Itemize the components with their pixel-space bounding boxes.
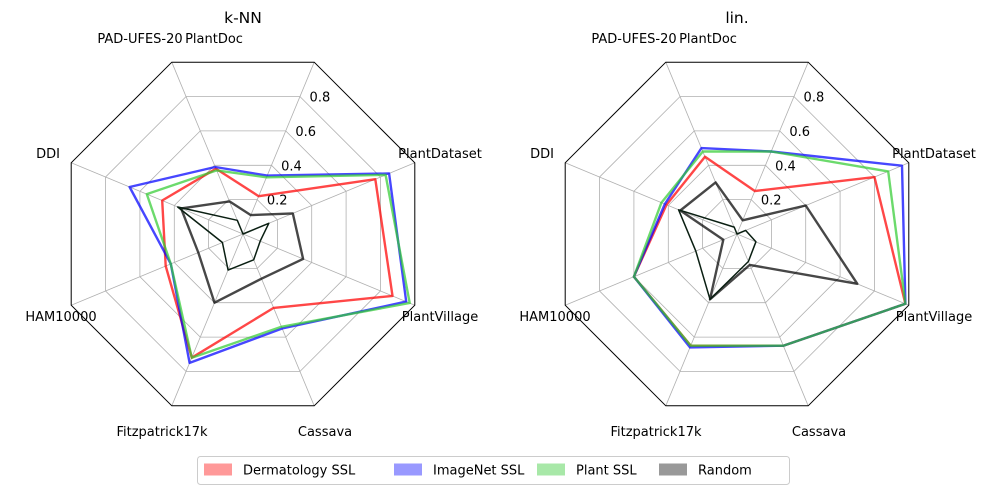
radial-gridline-7 <box>171 62 244 235</box>
category-label-ham10000: HAM10000 <box>519 310 590 325</box>
category-label-ham10000: HAM10000 <box>25 310 96 325</box>
category-label-plantdoc: PlantDoc <box>679 32 737 47</box>
category-label-plantdoc: PlantDoc <box>185 32 243 47</box>
radar-outer-frame <box>70 61 416 407</box>
radial-gridline-4 <box>171 233 244 406</box>
radial-grid-ring-0 <box>208 199 278 269</box>
category-label-plantdataset: PlantDataset <box>892 147 976 162</box>
radial-grid-ring-2 <box>633 130 841 338</box>
legend-swatch-plant-ssl <box>537 463 565 476</box>
legend-label-plant-ssl: Plant SSL <box>576 464 637 479</box>
radial-gridline-6 <box>565 162 738 235</box>
radial-gridline-1 <box>736 162 909 235</box>
series-line-trace-4 <box>677 209 757 301</box>
legend-frame <box>197 456 790 485</box>
radial-grid-ring-3 <box>599 96 875 372</box>
radial-tick-label: 0.2 <box>761 194 782 209</box>
radial-grid-ring-1 <box>667 164 807 304</box>
radial-tick-label: 0.8 <box>804 91 825 106</box>
series-line-plant-ssl <box>145 169 411 359</box>
category-label-ddi: DDI <box>36 147 60 162</box>
radial-tick-label: 0.4 <box>775 159 796 174</box>
radar-panel-lin: 0.2 0.4 0.6 0.8 PlantDoc PlantDataset PlantVil… <box>519 9 975 440</box>
series-line-trace-4 <box>176 206 270 271</box>
series-line-imagenet-ssl <box>128 165 408 365</box>
radial-gridline-5 <box>71 233 244 306</box>
series-line-plant-ssl <box>632 150 907 347</box>
radial-gridline-3 <box>242 233 315 406</box>
radial-gridline-0 <box>242 62 315 235</box>
radial-grid-ring-2 <box>139 130 347 338</box>
legend-label-random: Random <box>698 464 752 479</box>
category-label-pad-ufes-20: PAD-UFES-20 <box>97 32 182 47</box>
radial-tick-label: 0.6 <box>295 125 316 140</box>
radial-tick-label: 0.2 <box>267 194 288 209</box>
category-label-cassava: Cassava <box>298 425 352 440</box>
legend-swatch-dermatology-ssl <box>204 463 232 476</box>
radial-tick-label: 0.6 <box>789 125 810 140</box>
radial-gridline-4 <box>665 233 738 406</box>
radar-outer-frame <box>564 61 910 407</box>
series-line-random <box>179 200 305 304</box>
category-label-plantvillage: PlantVillage <box>402 310 478 325</box>
radial-gridline-5 <box>565 233 738 306</box>
radial-gridline-3 <box>736 233 809 406</box>
radar-panel-k-nn: 0.2 0.4 0.6 0.8 PlantDoc PlantDataset PlantVil… <box>25 9 481 440</box>
radial-gridline-2 <box>242 233 415 306</box>
chart-title: k-NN <box>224 9 262 27</box>
legend-swatch-imagenet-ssl <box>394 463 422 476</box>
radial-tick-label: 0.4 <box>281 159 302 174</box>
radial-gridline-2 <box>736 233 909 306</box>
legend-swatch-random <box>659 463 687 476</box>
chart-title: lin. <box>725 9 748 27</box>
category-label-cassava: Cassava <box>792 425 846 440</box>
legend-label-imagenet-ssl: ImageNet SSL <box>433 464 525 479</box>
legend: Dermatology SSL ImageNet SSL Plant SSL Rand… <box>197 456 790 485</box>
category-label-fitzpatrick17k: Fitzpatrick17k <box>116 425 208 440</box>
radial-gridline-6 <box>71 162 244 235</box>
category-label-ddi: DDI <box>530 147 554 162</box>
category-label-pad-ufes-20: PAD-UFES-20 <box>591 32 676 47</box>
radial-tick-label: 0.8 <box>310 91 331 106</box>
radial-gridline-0 <box>736 62 809 235</box>
legend-label-dermatology-ssl: Dermatology SSL <box>243 464 356 479</box>
radial-grid-ring-0 <box>702 199 772 269</box>
category-label-plantdataset: PlantDataset <box>398 147 482 162</box>
category-label-plantvillage: PlantVillage <box>896 310 972 325</box>
category-label-fitzpatrick17k: Fitzpatrick17k <box>610 425 702 440</box>
